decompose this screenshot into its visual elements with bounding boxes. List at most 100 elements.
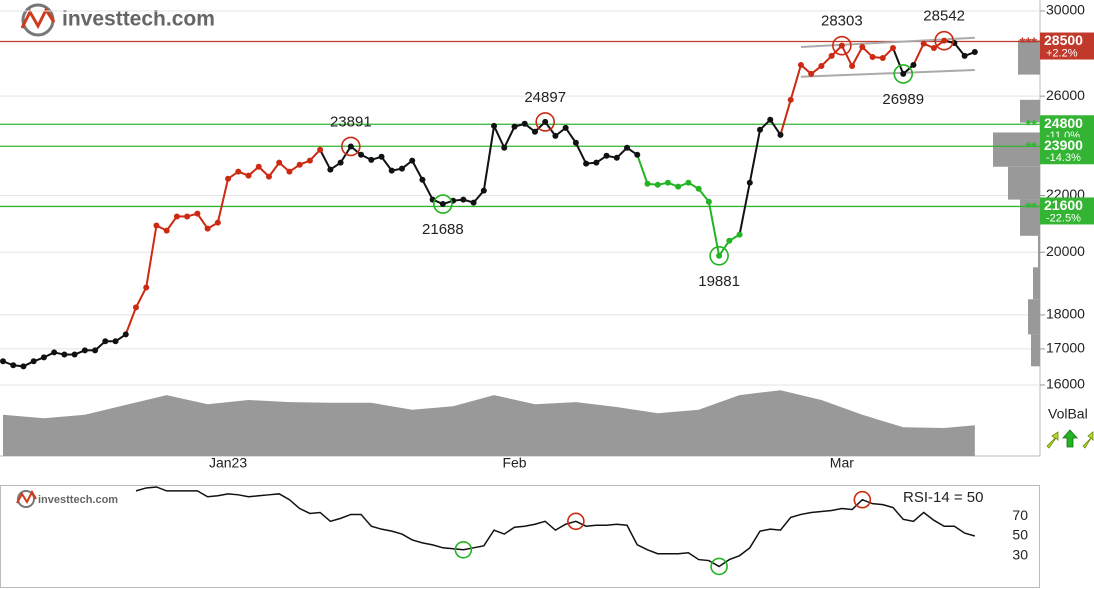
price-point: [736, 231, 743, 238]
price-point: [777, 131, 784, 138]
price-point: [286, 168, 293, 175]
price-point: [746, 179, 753, 186]
volume-profile-bar: [1020, 199, 1040, 236]
y-tick-label: 20000: [1046, 243, 1085, 259]
rsi-tick-label: 30: [1012, 546, 1028, 562]
price-point: [961, 52, 968, 59]
rsi-tick-label: 70: [1012, 507, 1028, 523]
volume-profile-bar: [1038, 235, 1040, 268]
price-segment: [319, 149, 332, 171]
price-point: [572, 139, 579, 146]
price-point: [900, 70, 907, 77]
price-segment: [145, 225, 158, 288]
price-point: [184, 213, 191, 220]
price-point: [920, 40, 927, 47]
volume-profile-bar: [1020, 99, 1040, 123]
level-marker: ***: [1019, 34, 1037, 51]
rsi-panel: [0, 485, 1040, 588]
extreme-label: 19881: [698, 273, 740, 290]
price-point: [317, 146, 324, 153]
volbal-label: VolBal: [1048, 406, 1088, 422]
price-point: [542, 118, 549, 125]
level-marker: **: [1025, 139, 1037, 156]
volbal-arrows: [1046, 429, 1094, 449]
price-point: [685, 179, 692, 186]
price-point: [71, 351, 78, 358]
rsi-label: RSI-14 = 50: [903, 489, 983, 506]
price-point: [859, 43, 866, 50]
price-segment: [135, 287, 148, 308]
level-value: 21600: [1044, 197, 1083, 213]
extreme-label: 28542: [923, 8, 965, 25]
price-point: [388, 167, 395, 174]
trend-channel: [800, 68, 975, 78]
price-point: [194, 210, 201, 217]
price-segment: [851, 46, 864, 67]
extreme-circle: [934, 30, 954, 51]
price-point: [941, 37, 948, 44]
price-point: [716, 252, 723, 259]
level-box: [1040, 32, 1094, 60]
price-point: [398, 165, 405, 172]
logo-zigzag: [20, 7, 56, 30]
price-segment: [574, 142, 588, 165]
price-point: [265, 173, 272, 180]
price-point: [890, 45, 897, 52]
price-point: [501, 144, 508, 151]
price-point: [20, 363, 27, 370]
y-tick-label: 26000: [1046, 87, 1085, 103]
rsi-logo-icon: [17, 490, 35, 508]
extreme-circle: [535, 112, 555, 132]
price-point: [511, 123, 518, 130]
arrow-up-right: [1046, 431, 1059, 449]
price-point: [143, 284, 150, 291]
price-point: [971, 49, 978, 56]
price-point: [81, 347, 88, 354]
logo-text: investtech.com: [62, 8, 215, 31]
rsi-logo-zigzag: [16, 489, 37, 505]
price-point: [910, 61, 917, 68]
price-segment: [738, 182, 751, 235]
price-segment: [196, 213, 209, 230]
price-segment: [216, 178, 230, 223]
level-marker: **: [1025, 199, 1037, 216]
price-point: [879, 55, 886, 62]
price-point: [10, 362, 17, 369]
x-tick-label: Feb: [502, 455, 526, 471]
x-tick-label: Mar: [830, 455, 854, 471]
volume-profile-bar: [1033, 267, 1040, 300]
volume-balance-area: [3, 390, 975, 456]
price-point: [0, 358, 6, 365]
extreme-label: 23891: [330, 113, 372, 130]
level-change: +2.2%: [1046, 47, 1078, 59]
price-point: [930, 45, 937, 52]
price-point: [214, 219, 221, 226]
price-point: [695, 185, 702, 192]
price-point: [296, 161, 303, 168]
price-point: [828, 52, 835, 59]
price-point: [30, 358, 37, 365]
price-segment: [636, 154, 649, 185]
price-point: [705, 198, 712, 205]
level-marker: **: [1025, 117, 1037, 134]
price-point: [102, 338, 109, 345]
price-point: [808, 70, 815, 77]
extreme-circle: [893, 64, 914, 84]
volume-profile-bar: [1028, 299, 1040, 335]
y-tick-label: 30000: [1046, 2, 1085, 18]
volume-profile-bar: [1031, 334, 1040, 367]
price-point: [562, 124, 569, 131]
price-point: [583, 160, 590, 167]
rsi-tick-label: 50: [1012, 527, 1028, 543]
price-segment: [912, 43, 925, 66]
price-segment: [124, 307, 137, 335]
price-point: [245, 172, 252, 179]
extreme-circle: [433, 194, 453, 214]
price-point: [460, 196, 467, 203]
price-point: [92, 347, 99, 354]
price-point: [726, 237, 733, 244]
price-point: [255, 163, 262, 170]
rsi-marker: [853, 490, 872, 509]
level-value: 24800: [1044, 115, 1083, 131]
price-point: [613, 154, 620, 161]
